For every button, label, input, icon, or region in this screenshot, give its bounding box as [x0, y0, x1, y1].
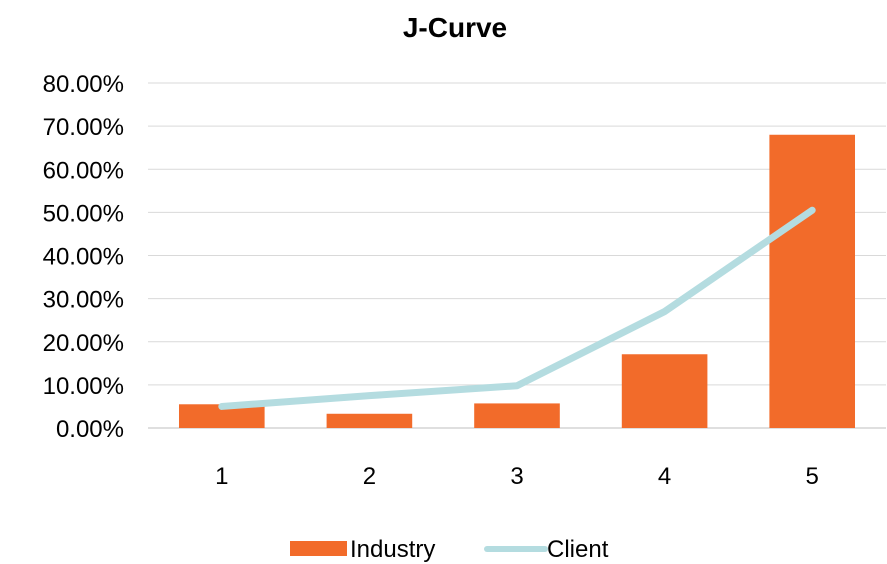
x-tick-label: 5	[806, 463, 819, 490]
bar-industry-3	[474, 403, 560, 428]
x-tick-label: 3	[510, 463, 523, 490]
legend: Industry Client	[290, 536, 609, 563]
x-tick-label: 1	[215, 463, 228, 490]
y-tick-label: 60.00%	[43, 157, 124, 184]
y-tick-label: 10.00%	[43, 373, 124, 400]
y-tick-label: 0.00%	[56, 416, 124, 443]
y-tick-label: 80.00%	[43, 71, 124, 98]
x-tick-label: 4	[658, 463, 671, 490]
x-tick-label: 2	[363, 463, 376, 490]
line-series	[218, 206, 816, 410]
y-tick-label: 70.00%	[43, 114, 124, 141]
y-axis-ticks: 0.00% 10.00% 20.00% 30.00% 40.00% 50.00% 60.00…	[43, 71, 124, 443]
legend-industry-swatch	[290, 541, 347, 556]
bar-industry-2	[326, 413, 413, 428]
legend-client-label: Client	[547, 536, 609, 563]
line-client	[218, 206, 816, 410]
gridlines	[148, 82, 886, 429]
chart-title: J-Curve	[403, 12, 507, 43]
y-tick-label: 50.00%	[43, 200, 124, 227]
legend-industry-label: Industry	[350, 536, 435, 563]
bar-series	[178, 134, 856, 428]
y-tick-label: 30.00%	[43, 287, 124, 314]
x-axis-ticks: 1 2 3 4 5	[215, 463, 819, 490]
y-tick-label: 20.00%	[43, 330, 124, 357]
bar-industry-5	[769, 134, 856, 428]
bar-industry-1	[178, 404, 265, 428]
y-tick-label: 40.00%	[43, 244, 124, 271]
bar-industry-4	[621, 354, 708, 428]
